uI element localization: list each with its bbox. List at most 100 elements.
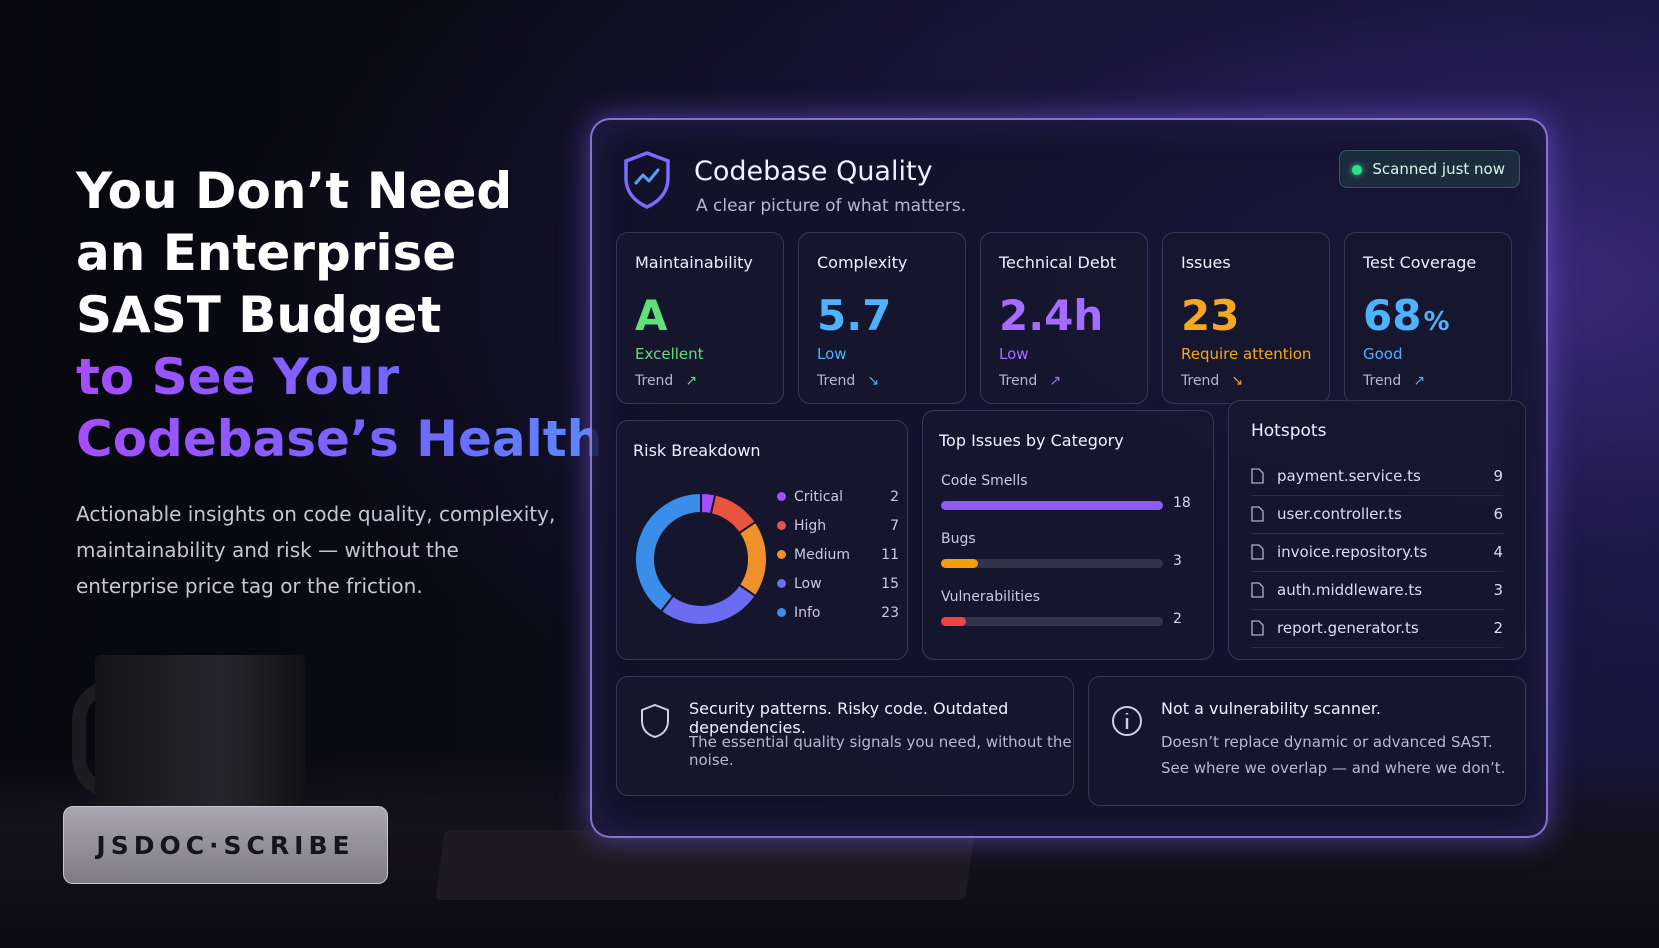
bar [941,559,978,568]
note-card: Not a vulnerability scanner. Doesn’t repl… [1088,676,1526,806]
metric-label: Technical Debt [999,253,1117,272]
metric-trend: Trend ↗ [1363,373,1425,389]
metric-card: Complexity 5.7 Low Trend ↘ [798,232,966,404]
legend-value: 23 [881,605,899,621]
card-title: Risk Breakdown [633,441,761,460]
hotspot-count: 4 [1493,543,1503,561]
issues-card: Top Issues by Category Code Smells 18 Bugs 3… [922,410,1214,660]
metric-label: Maintainability [635,253,753,272]
hotspot-count: 9 [1493,467,1503,485]
dashboard-panel: Codebase Quality A clear picture of what… [590,118,1548,838]
metric-value: 2.4h [999,291,1103,340]
file-icon-shape [1251,544,1264,560]
hotspot-count: 3 [1493,581,1503,599]
hotspot-row: user.controller.ts 6 [1251,497,1503,534]
metric-trend: Trend ↗ [999,373,1061,389]
metric-status: Excellent [635,345,704,363]
metric-unit: % [1423,307,1450,337]
scan-status: Scanned just now [1339,150,1520,188]
legend-dot [777,579,786,588]
legend-row: Low 15 [777,576,899,592]
donut-segment [634,491,702,613]
hotspot-file: report.generator.ts [1277,619,1419,637]
file-icon [1251,582,1264,598]
legend-dot [777,521,786,530]
trend-label: Trend [817,373,856,389]
trend-label: Trend [1181,373,1220,389]
donut-chart [634,491,768,626]
donut-segment [737,520,768,598]
donut-segment [659,583,758,626]
legend-row: Info 23 [777,605,899,621]
trend-icon: ↗ [1049,373,1062,389]
description-line: enterprise price tag or the friction. [76,574,423,598]
metric-status: Good [1363,345,1403,363]
hotspot-row: auth.middleware.ts 3 [1251,573,1503,610]
notebook [435,830,975,900]
info-icon [1112,706,1142,736]
trend-icon: ↘ [1231,373,1244,389]
metric-number: A [635,291,668,340]
description-line: maintainability and risk — without the [76,538,459,562]
legend-dot [777,492,786,501]
metric-number: 2.4h [999,291,1104,340]
note-title: Security patterns. Risky code. Outdated … [689,699,1009,737]
dashboard-subtitle: A clear picture of what matters. [696,196,967,216]
metric-trend: Trend ↘ [817,373,879,389]
shield-outline [641,703,669,739]
metric-value: 23 [1181,291,1239,340]
note-line: Doesn’t replace dynamic or advanced SAST… [1161,733,1493,751]
shield-note-icon [641,703,669,739]
legend-value: 15 [881,576,899,592]
headline: You Don’t Need an Enterprise SAST Budget to… [76,160,602,470]
bar [941,617,966,626]
note-line: The essential quality signals you need, … [689,733,1072,769]
hotspot-file: invoice.repository.ts [1277,543,1428,561]
issue-name: Bugs [941,531,976,547]
legend-dot [777,608,786,617]
trend-label: Trend [1363,373,1402,389]
metric-trend: Trend ↘ [1181,373,1243,389]
hotspot-file: user.controller.ts [1277,505,1402,523]
metric-card: Issues 23 Require attention Trend ↘ [1162,232,1330,404]
trend-label: Trend [999,373,1038,389]
metric-status: Low [817,345,847,363]
file-icon [1251,506,1264,522]
legend-name: Medium [794,547,850,563]
issue-value: 2 [1173,611,1182,627]
issue-value: 3 [1173,553,1182,569]
hotspot-file: auth.middleware.ts [1277,581,1423,599]
brand-badge: JSDOC·SCRIBE [63,806,388,884]
bar-track [941,559,1163,568]
issue-name: Vulnerabilities [941,589,1041,605]
metric-card: Technical Debt 2.4h Low Trend ↗ [980,232,1148,404]
metric-status: Low [999,345,1029,363]
metric-trend: Trend ↗ [635,373,697,389]
hotspot-count: 2 [1493,619,1503,637]
headline-line: an Enterprise [76,224,457,282]
trend-icon: ↘ [867,373,880,389]
metric-card: Test Coverage 68% Good Trend ↗ [1344,232,1512,404]
legend-row: Medium 11 [777,547,899,563]
legend-value: 7 [890,518,899,534]
issue-name: Code Smells [941,473,1028,489]
headline-line: You Don’t Need [76,162,513,220]
description-line: Actionable insights on code quality, com… [76,502,556,526]
file-icon-shape [1251,620,1264,636]
mug [95,655,305,830]
metric-label: Complexity [817,253,908,272]
headline-highlight: to See Your [76,346,602,408]
metric-value: 5.7 [817,291,891,340]
legend-value: 2 [890,489,899,505]
hotspot-row: report.generator.ts 2 [1251,611,1503,648]
bar [941,501,1163,510]
metric-number: 68 [1363,291,1422,340]
note-line: See where we overlap — and where we don’… [1161,759,1506,777]
bar-track [941,501,1163,510]
metric-label: Issues [1181,253,1231,272]
legend-name: High [794,518,827,534]
bar-track [941,617,1163,626]
info-circle [1112,706,1142,736]
metric-number: 23 [1181,291,1240,340]
